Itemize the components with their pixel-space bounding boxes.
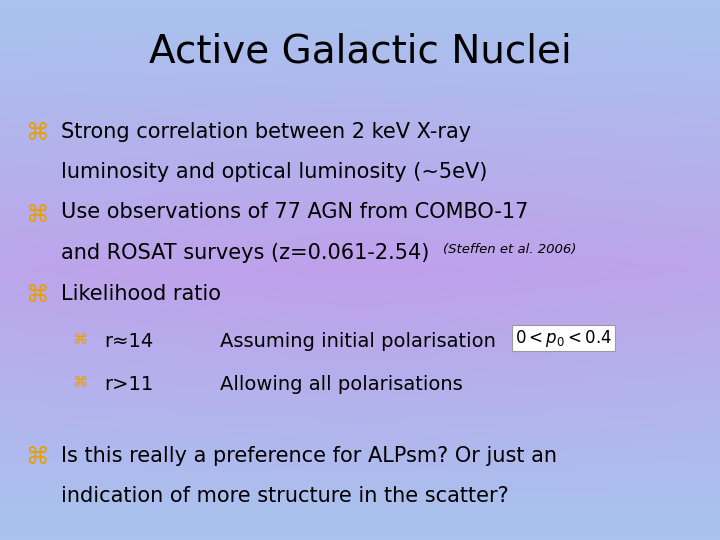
Text: Allowing all polarisations: Allowing all polarisations [220,375,462,394]
Text: and ROSAT surveys (z=0.061-2.54): and ROSAT surveys (z=0.061-2.54) [61,243,430,263]
Text: (Steffen et al. 2006): (Steffen et al. 2006) [443,243,576,256]
Text: $0 < p_0 < 0.4$: $0 < p_0 < 0.4$ [515,328,612,349]
Text: ⌘: ⌘ [25,122,49,145]
Text: Assuming initial polarisation: Assuming initial polarisation [220,332,495,351]
Text: ⌘: ⌘ [25,446,49,469]
Text: Likelihood ratio: Likelihood ratio [61,284,221,303]
Text: ⌘: ⌘ [25,284,49,307]
Text: Is this really a preference for ALPsm? Or just an: Is this really a preference for ALPsm? O… [61,446,557,465]
Text: Active Galactic Nuclei: Active Galactic Nuclei [148,32,572,70]
Text: luminosity and optical luminosity (~5eV): luminosity and optical luminosity (~5eV) [61,162,487,182]
Text: r>11: r>11 [104,375,153,394]
Text: ⌘: ⌘ [72,332,87,347]
Text: Strong correlation between 2 keV X-ray: Strong correlation between 2 keV X-ray [61,122,472,141]
Text: ⌘: ⌘ [72,375,87,390]
Text: r≈14: r≈14 [104,332,153,351]
Text: Use observations of 77 AGN from COMBO-17: Use observations of 77 AGN from COMBO-17 [61,202,528,222]
Text: indication of more structure in the scatter?: indication of more structure in the scat… [61,486,509,506]
Text: ⌘: ⌘ [25,202,49,226]
